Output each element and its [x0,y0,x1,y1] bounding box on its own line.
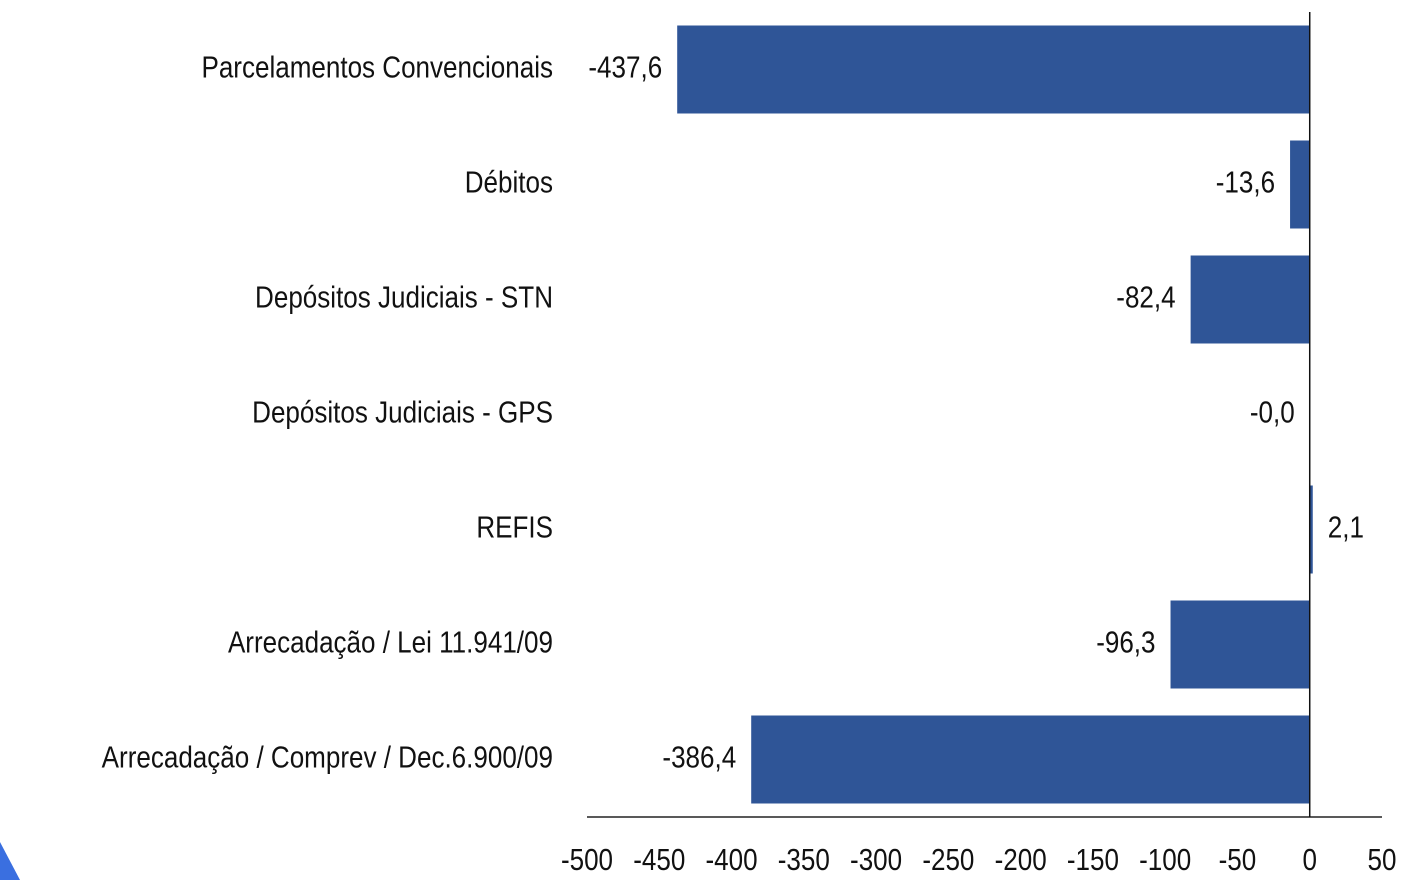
value-label: 2,1 [1328,511,1364,546]
bar [1309,485,1313,574]
value-label: -437,6 [588,51,662,86]
x-tick-label: -50 [1219,843,1257,878]
category-label: Depósitos Judiciais - GPS [252,396,553,431]
category-label: REFIS [476,511,553,546]
category-label: Depósitos Judiciais - STN [255,281,553,316]
bar [751,715,1310,804]
x-tick-label: -250 [922,843,974,878]
bar [1190,255,1310,344]
x-tick-label: -200 [995,843,1047,878]
x-tick-label: -150 [1067,843,1119,878]
x-tick-label: -350 [778,843,830,878]
category-label: Arrecadação / Lei 11.941/09 [228,626,553,661]
category-label: Débitos [465,166,553,201]
x-tick-label: -300 [850,843,902,878]
bar [1170,600,1310,689]
bar [1290,140,1310,229]
corner-decoration [0,842,20,880]
x-tick-label: -100 [1139,843,1191,878]
category-label: Parcelamentos Convencionais [201,51,553,86]
x-tick-label: -400 [706,843,758,878]
value-label: -96,3 [1096,626,1155,661]
value-label: -13,6 [1216,166,1275,201]
value-label: -386,4 [662,741,736,776]
value-label: -82,4 [1116,281,1175,316]
category-label: Arrecadação / Comprev / Dec.6.900/09 [102,741,553,776]
value-label: -0,0 [1250,396,1295,431]
bar [677,25,1310,114]
x-tick-label: -450 [633,843,685,878]
x-tick-label: -500 [561,843,613,878]
x-tick-label: 0 [1302,843,1316,878]
x-tick-label: 50 [1368,843,1397,878]
